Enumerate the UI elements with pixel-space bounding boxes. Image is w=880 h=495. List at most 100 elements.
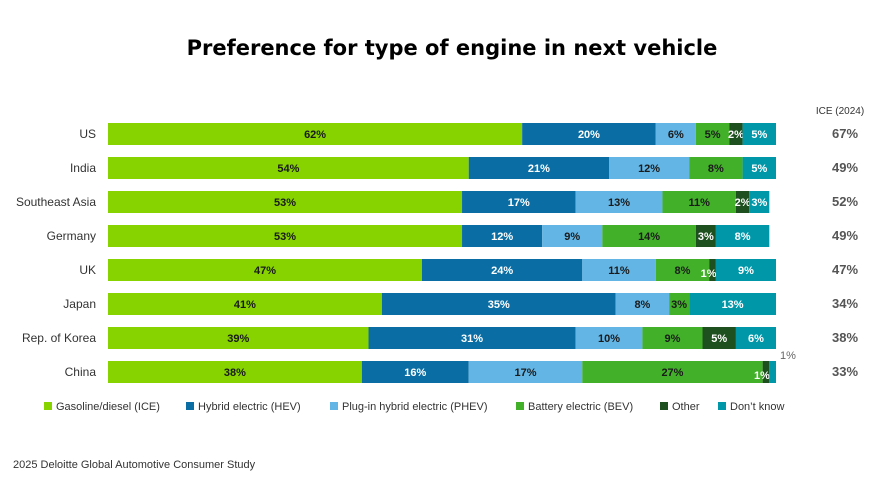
bar-segment	[642, 327, 703, 349]
bar-segment	[575, 191, 663, 213]
data-label: 13%	[608, 197, 630, 209]
bar-segment	[361, 361, 469, 383]
bar-segment	[742, 157, 776, 179]
legend-swatch	[660, 402, 668, 410]
data-label: 11%	[608, 265, 630, 277]
bar-segment	[695, 123, 730, 145]
ice-2024-value: 47%	[832, 262, 858, 277]
legend-swatch	[330, 402, 338, 410]
bar-segment	[108, 123, 523, 145]
legend-swatch	[718, 402, 726, 410]
bar-segment	[462, 225, 543, 247]
bar-segment	[689, 157, 743, 179]
data-label: 20%	[578, 129, 600, 141]
legend-label: Other	[672, 401, 700, 413]
legend-swatch	[44, 402, 52, 410]
data-label: 3%	[698, 231, 714, 243]
legend-label: Hybrid electric (HEV)	[198, 401, 301, 413]
data-label: 1%	[780, 350, 796, 362]
data-label: 39%	[227, 333, 249, 345]
legend-label: Gasoline/diesel (ICE)	[56, 401, 160, 413]
bar-segment	[108, 361, 362, 383]
bar-segment	[735, 191, 750, 213]
data-label: 12%	[491, 231, 513, 243]
bar-segment	[582, 361, 763, 383]
bar-segment	[522, 123, 656, 145]
data-label: 21%	[528, 163, 550, 175]
data-label: 8%	[735, 231, 751, 243]
ice-2024-value: 52%	[832, 194, 858, 209]
ice-2024-value: 67%	[832, 126, 858, 141]
ice-2024-value: 49%	[832, 160, 858, 175]
bar-segment	[421, 259, 583, 281]
data-label: 17%	[514, 367, 536, 379]
category-label: Southeast Asia	[16, 195, 96, 209]
bar-segment	[715, 225, 770, 247]
data-label: 14%	[638, 231, 660, 243]
legend-label: Plug-in hybrid electric (PHEV)	[342, 401, 488, 413]
ice-2024-value: 38%	[832, 330, 858, 345]
bar-segment	[368, 327, 576, 349]
data-label: 2%	[728, 129, 744, 141]
legend-label: Don’t know	[730, 401, 784, 413]
data-label: 38%	[224, 367, 246, 379]
data-label: 24%	[491, 265, 513, 277]
category-label: Japan	[63, 297, 96, 311]
bar-segment	[655, 123, 696, 145]
bar-segment	[108, 259, 422, 281]
bar-segment	[108, 293, 382, 315]
ice-2024-value: 34%	[832, 296, 858, 311]
ice-2024-value: 33%	[832, 364, 858, 379]
data-label: 35%	[488, 299, 510, 311]
data-label: 2%	[735, 197, 751, 209]
bar-segment	[381, 293, 616, 315]
data-label: 5%	[751, 129, 767, 141]
bar-segment	[655, 259, 710, 281]
bar-segment	[769, 361, 776, 383]
data-label: 5%	[711, 333, 727, 345]
bar-segment	[715, 259, 776, 281]
bar-segment	[689, 293, 776, 315]
data-label: 31%	[461, 333, 483, 345]
category-label: UK	[79, 263, 96, 277]
bar-segment	[662, 191, 736, 213]
data-label: 47%	[254, 265, 276, 277]
category-label: Germany	[47, 229, 96, 243]
ice-2024-value: 49%	[832, 228, 858, 243]
bar-segment	[108, 191, 463, 213]
data-label: 6%	[668, 129, 684, 141]
chart-title: Preference for type of engine in next ve…	[186, 36, 718, 60]
source-footnote: 2025 Deloitte Global Automotive Consumer…	[13, 459, 256, 471]
bar-segment	[575, 327, 643, 349]
data-label: 3%	[751, 197, 767, 209]
data-label: 41%	[234, 299, 256, 311]
data-label: 1%	[701, 268, 717, 280]
bar-segment	[582, 259, 656, 281]
data-label: 8%	[634, 299, 650, 311]
data-label: 27%	[661, 367, 683, 379]
legend-swatch	[516, 402, 524, 410]
bar-segment	[735, 327, 776, 349]
bar-segment	[742, 123, 776, 145]
data-label: 9%	[665, 333, 681, 345]
bar-segment	[602, 225, 696, 247]
bar-segment	[542, 225, 603, 247]
ice-2024-header: ICE (2024)	[816, 106, 864, 117]
data-label: 12%	[638, 163, 660, 175]
bar-segment	[702, 327, 736, 349]
data-label: 9%	[738, 265, 754, 277]
category-label: Rep. of Korea	[22, 331, 96, 345]
data-label: 8%	[708, 163, 724, 175]
data-label: 17%	[508, 197, 530, 209]
bar-segment	[468, 157, 609, 179]
data-label: 13%	[722, 299, 744, 311]
data-label: 10%	[598, 333, 620, 345]
data-label: 62%	[304, 129, 326, 141]
bar-segment	[462, 191, 576, 213]
data-label: 53%	[274, 231, 296, 243]
bar-segment	[108, 327, 369, 349]
bar-segment	[709, 259, 716, 281]
bar-segment	[669, 293, 690, 315]
data-label: 3%	[671, 299, 687, 311]
